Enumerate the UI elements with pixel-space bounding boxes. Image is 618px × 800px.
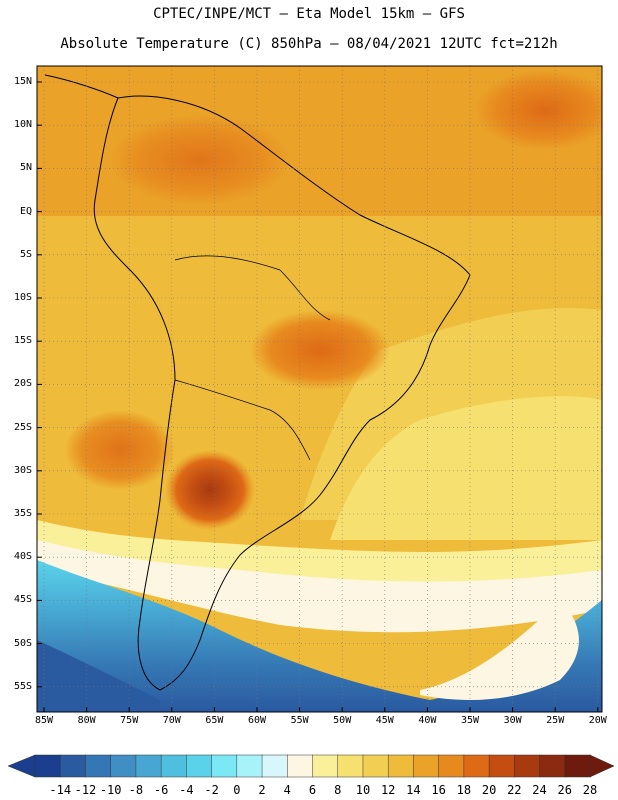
colorbar-segment — [211, 754, 238, 778]
lon-label: 80W — [77, 715, 96, 726]
colorbar-label: -10 — [99, 783, 122, 797]
lat-label: 10S — [13, 292, 32, 303]
colorbar-label: -4 — [179, 783, 194, 797]
central-america-outline — [44, 74, 119, 99]
lat-label: 35S — [13, 508, 32, 519]
lon-label: 25W — [546, 715, 565, 726]
lon-label: 50W — [333, 715, 352, 726]
colorbar-segment — [362, 754, 389, 778]
colorbar-label: 10 — [355, 783, 371, 797]
colorbar-segment — [85, 754, 112, 778]
lon-label: 70W — [162, 715, 181, 726]
colorbar-label: -8 — [128, 783, 144, 797]
lon-label: 75W — [120, 715, 139, 726]
colorbar-label: 0 — [233, 783, 241, 797]
lat-label: EQ — [19, 205, 32, 217]
colorbar-segment — [463, 754, 490, 778]
colorbar-label: -6 — [153, 783, 169, 797]
colorbar-label: 18 — [456, 783, 472, 797]
colorbar-segment — [539, 754, 566, 778]
lat-label: 50S — [13, 637, 32, 649]
title-line-2: Absolute Temperature (C) 850hPa – 08/04/… — [60, 36, 558, 52]
lat-label: 25S — [13, 421, 32, 433]
colorbar-label: 20 — [481, 783, 497, 797]
colorbar-label: 28 — [582, 783, 598, 797]
country-border — [174, 379, 311, 461]
lon-label: 85W — [34, 715, 54, 726]
colorbar-segment — [236, 754, 263, 778]
colorbar-segment — [59, 754, 87, 778]
colorbar — [7, 754, 615, 778]
colorbar-segment — [160, 754, 188, 778]
title-line-1: CPTEC/INPE/MCT – Eta Model 15km – GFS — [153, 6, 465, 22]
lat-label: 30S — [13, 464, 32, 476]
colorbar-segment — [337, 754, 364, 778]
colorbar-segment — [135, 754, 162, 778]
colorbar-segment — [488, 754, 516, 778]
lon-label: 30W — [503, 715, 522, 726]
lon-label: 40W — [418, 715, 437, 726]
colorbar-segment — [413, 754, 440, 778]
country-border — [174, 255, 331, 321]
colorbar-high-arrow — [589, 754, 615, 778]
colorbar-segment — [387, 754, 415, 778]
colorbar-segment — [564, 754, 591, 778]
temperature-field — [37, 66, 602, 712]
colorbar-label: -2 — [204, 783, 219, 797]
colorbar-segment — [287, 754, 314, 778]
lat-label: 55S — [13, 680, 32, 692]
colorbar-segment — [261, 754, 289, 778]
colorbar-segment — [312, 754, 339, 778]
colorbar-label: -12 — [74, 783, 97, 797]
colorbar-label: 22 — [507, 783, 522, 797]
colorbar-segment — [186, 754, 213, 778]
lon-label: 20W — [588, 715, 607, 726]
lat-label: 45S — [13, 594, 32, 606]
colorbar-label: 4 — [283, 783, 291, 797]
colorbar-low-arrow — [7, 754, 36, 778]
colorbar-segment — [514, 754, 541, 778]
lon-label: 65W — [205, 715, 224, 726]
colorbar-label: 24 — [532, 783, 547, 797]
lat-label: 10N — [13, 119, 32, 131]
colorbar-label: 26 — [557, 783, 572, 797]
south-america-outline — [93, 95, 471, 691]
lon-label: 45W — [375, 715, 394, 726]
lat-label: 20S — [13, 378, 32, 390]
colorbar-label: 8 — [334, 783, 342, 797]
colorbar-segment — [110, 754, 137, 778]
lat-label: 5S — [19, 248, 32, 260]
lon-label: 60W — [247, 715, 267, 726]
lat-label: 5N — [19, 162, 32, 174]
colorbar-label: -14 — [49, 783, 72, 797]
colorbar-label: 12 — [380, 783, 396, 797]
colorbar-label: 2 — [258, 783, 266, 797]
colorbar-segment — [438, 754, 465, 778]
lat-label: 15S — [13, 335, 32, 347]
lon-label: 55W — [290, 715, 309, 726]
lat-label: 40S — [13, 551, 32, 563]
colorbar-label: 14 — [406, 783, 421, 797]
map-frame — [36, 65, 603, 713]
colorbar-label: 6 — [308, 783, 317, 797]
lat-label: 15N — [13, 76, 32, 87]
colorbar-segment — [34, 754, 61, 778]
axis-ticks — [37, 81, 599, 712]
lon-label: 35W — [460, 715, 480, 726]
colorbar-label: 16 — [431, 783, 446, 797]
